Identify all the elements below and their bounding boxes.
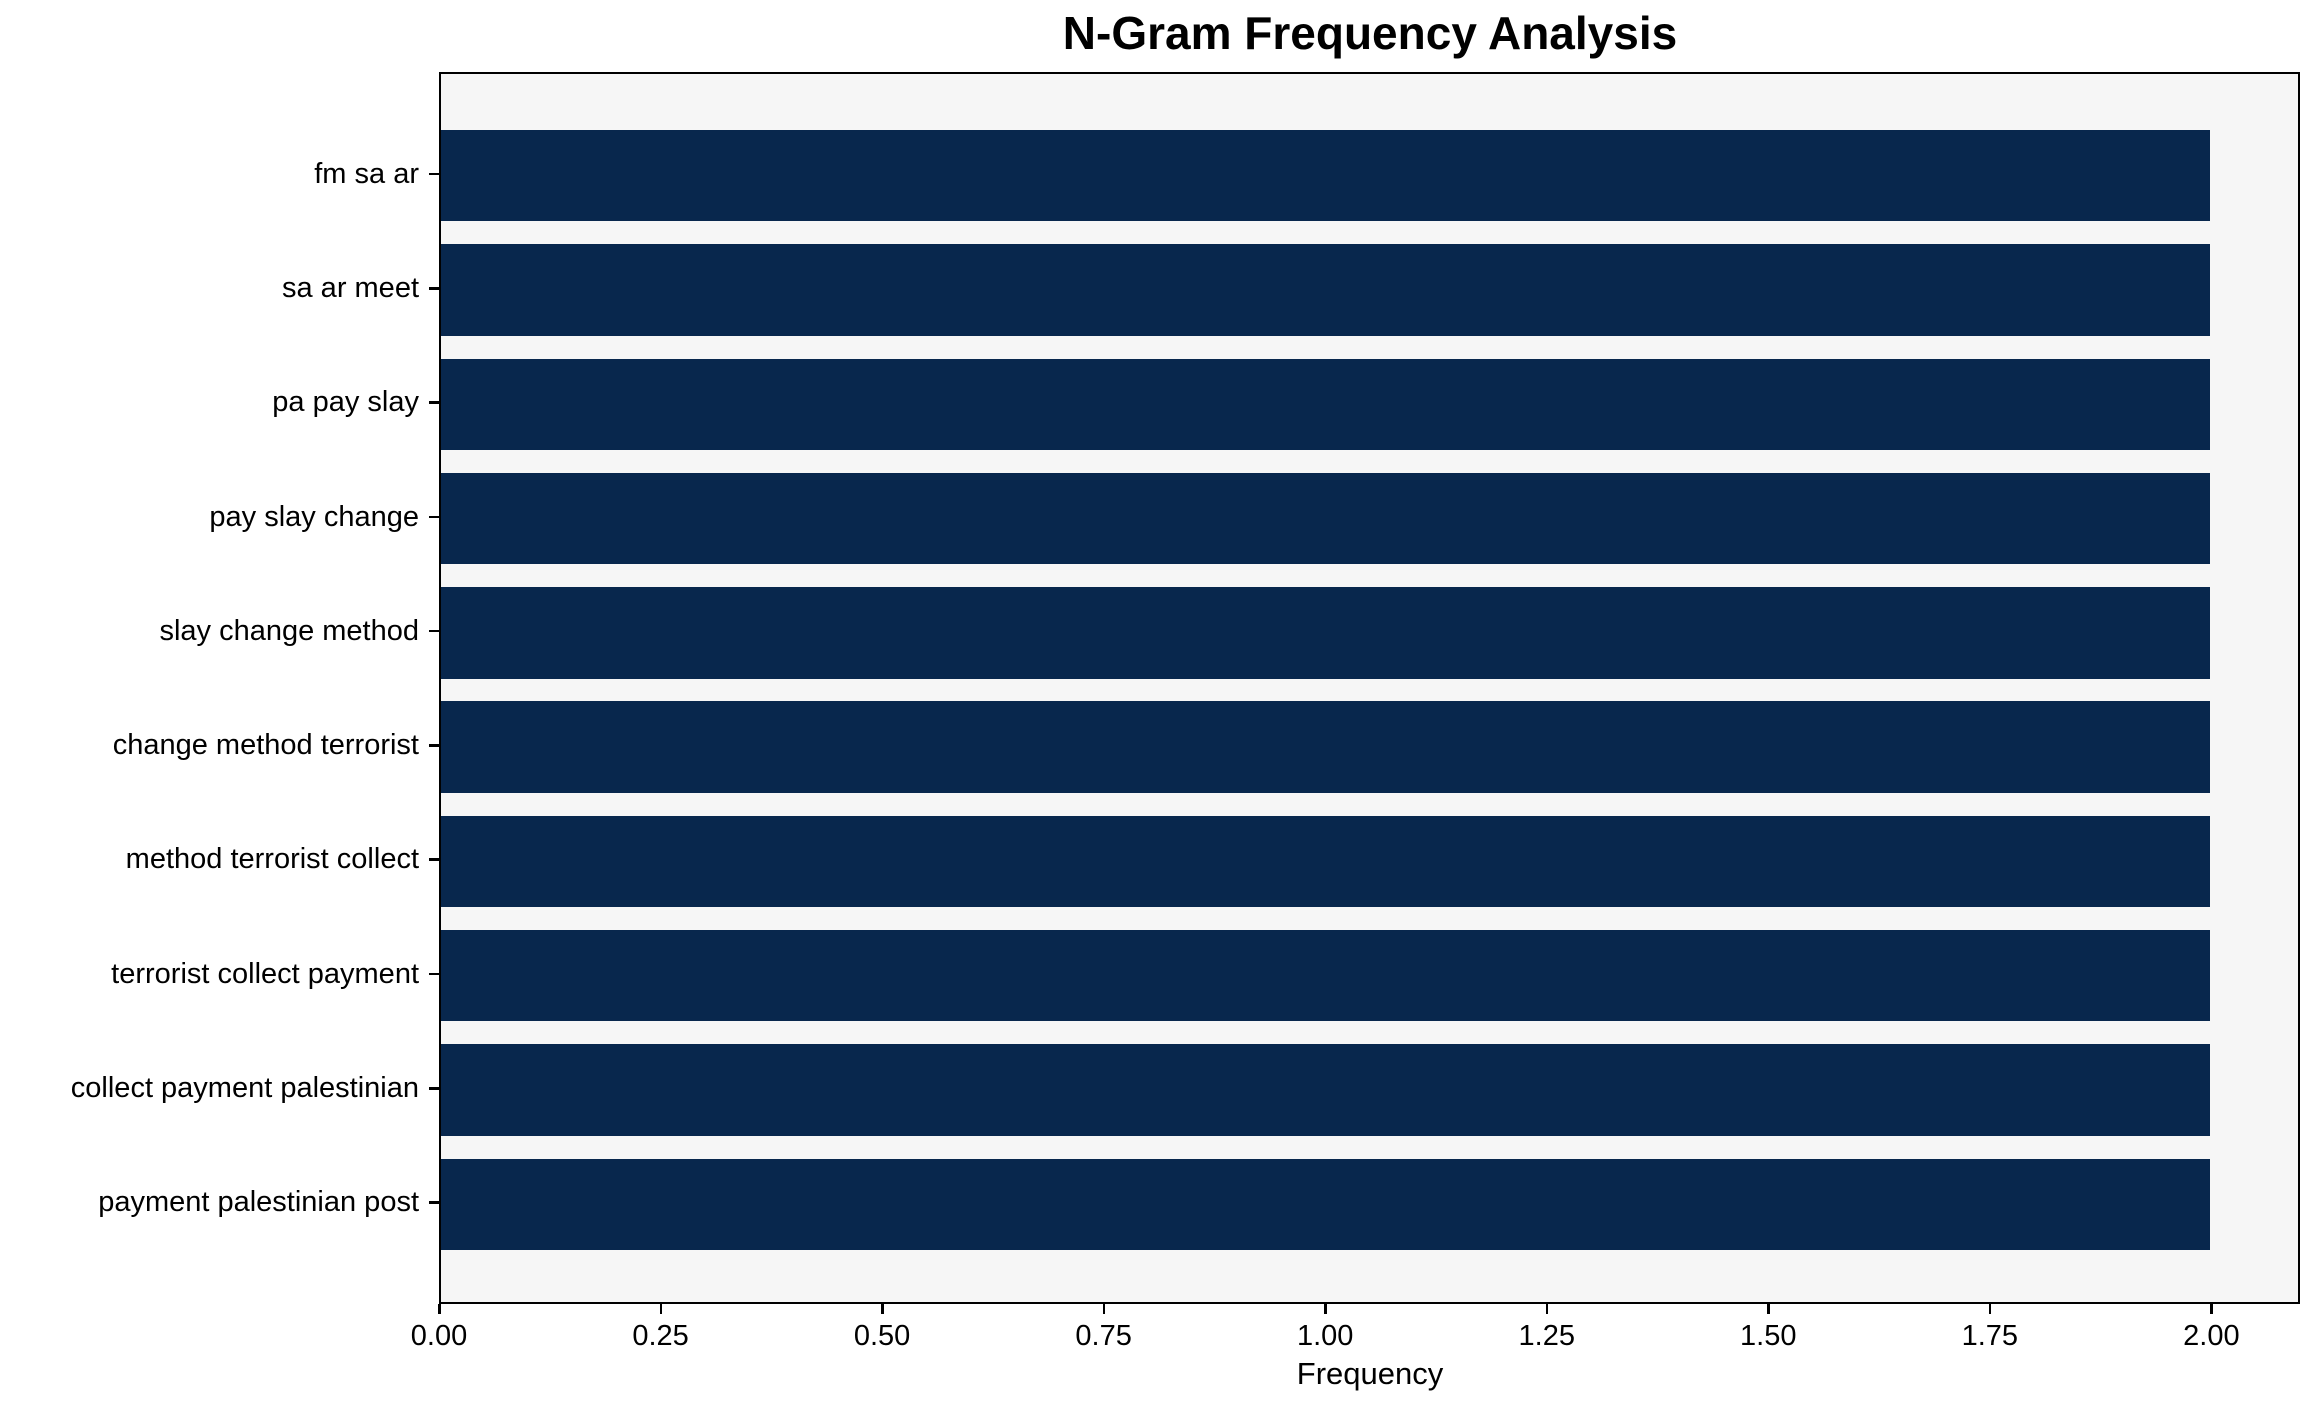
- x-tick-label: 0.50: [853, 1320, 911, 1352]
- x-tick-label: 0.00: [410, 1320, 468, 1352]
- x-axis-label: Frequency: [1296, 1356, 1444, 1391]
- x-tick-mark: [1767, 1304, 1770, 1314]
- x-tick-mark: [1102, 1304, 1106, 1314]
- bar-fm-sa-ar: [441, 130, 2210, 222]
- x-tick-mark: [438, 1304, 441, 1314]
- x-tick-mark: [881, 1304, 884, 1314]
- y-tick-label: terrorist collect payment: [111, 957, 419, 990]
- y-tick-label: fm sa ar: [314, 157, 419, 190]
- x-tick-label: 2.00: [2183, 1320, 2240, 1352]
- y-tick-mark: [429, 1087, 439, 1090]
- x-tick-label: 1.50: [1740, 1320, 1797, 1352]
- y-tick-label: change method terrorist: [112, 729, 419, 762]
- x-tick-label: 0.25: [632, 1320, 689, 1352]
- bar-collect-payment-palestinian: [441, 1044, 2210, 1136]
- y-tick-label: collect payment palestinian: [70, 1072, 419, 1104]
- x-tick-mark: [659, 1304, 663, 1314]
- bar-change-method-terrorist: [441, 701, 2210, 793]
- bar-method-terrorist-collect: [441, 815, 2210, 908]
- y-tick-mark: [429, 629, 439, 633]
- y-tick-label: pa pay slay: [272, 386, 419, 419]
- y-tick-label: payment palestinian post: [98, 1186, 419, 1219]
- y-tick-mark: [429, 1201, 439, 1204]
- y-tick-mark: [429, 744, 439, 747]
- bar-pa-pay-slay: [441, 358, 2210, 450]
- y-tick-label: sa ar meet: [282, 272, 419, 304]
- chart-title: N-Gram Frequency Analysis: [1062, 7, 1678, 59]
- y-tick-mark: [429, 972, 439, 976]
- y-tick-label: pay slay change: [209, 500, 419, 533]
- bar-terrorist-collect-payment: [441, 930, 2210, 1022]
- y-tick-label: method terrorist collect: [125, 843, 419, 876]
- x-tick-mark: [2210, 1304, 2213, 1314]
- bar-sa-ar-meet: [441, 244, 2210, 336]
- x-tick-label: 0.75: [1075, 1320, 1132, 1352]
- y-tick-mark: [429, 287, 439, 290]
- y-tick-mark: [429, 172, 439, 176]
- x-tick-label: 1.00: [1296, 1320, 1354, 1352]
- y-tick-mark: [429, 401, 439, 404]
- x-tick-mark: [1988, 1304, 1992, 1314]
- bar-payment-palestinian-post: [441, 1158, 2210, 1250]
- x-tick-mark: [1324, 1304, 1327, 1314]
- bar-pay-slay-change: [441, 472, 2210, 565]
- plot-area: [439, 72, 2300, 1304]
- bar-slay-change-method: [441, 587, 2210, 679]
- x-tick-label: 1.25: [1518, 1320, 1575, 1352]
- x-tick-mark: [1545, 1304, 1549, 1314]
- y-tick-mark: [429, 858, 439, 861]
- x-tick-label: 1.75: [1961, 1320, 2019, 1352]
- y-tick-mark: [429, 515, 439, 519]
- y-tick-label: slay change method: [159, 614, 419, 647]
